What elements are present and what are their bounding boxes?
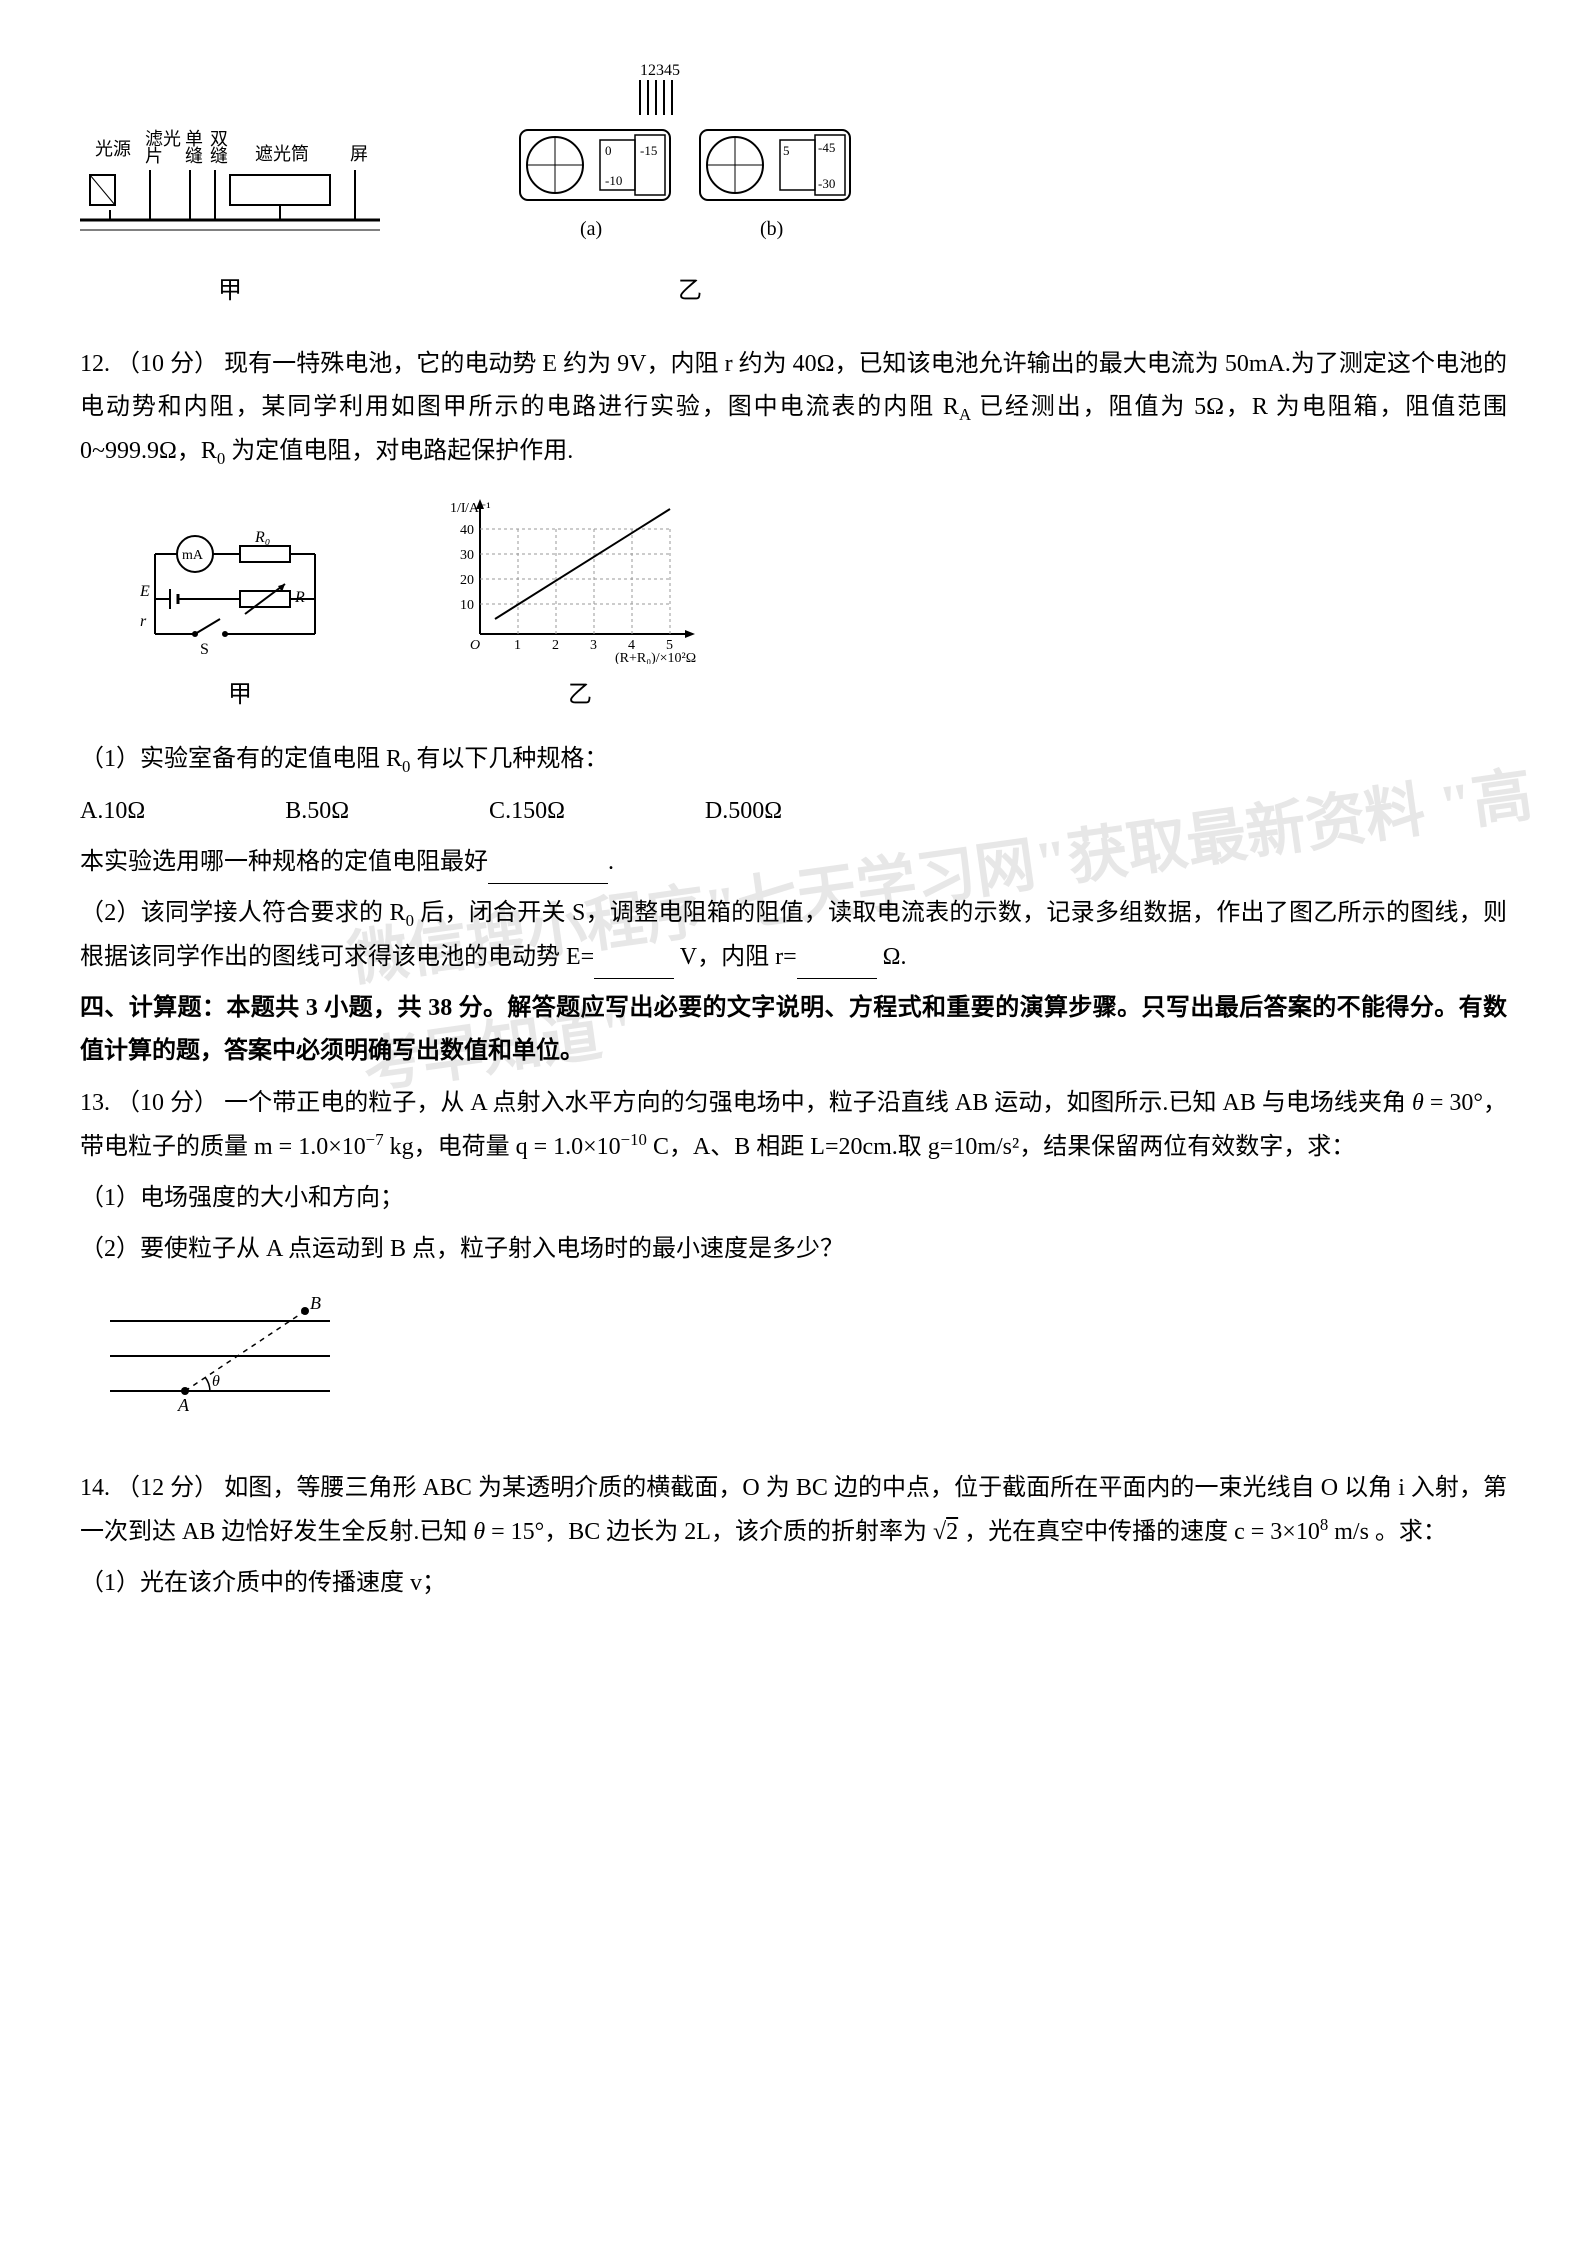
label-screen: 屏 [350, 144, 368, 164]
q12-part2-label: （2）该同学接人符合要求的 R [80, 900, 406, 926]
option-c: C.150Ω [489, 790, 565, 833]
label-b: (b) [760, 218, 783, 240]
svg-text:-10: -10 [605, 173, 622, 188]
svg-text:(R+R₀)/×10²Ω: (R+R₀)/×10²Ω [615, 651, 696, 664]
q13-figure: A B θ [100, 1291, 1507, 1436]
label-single-slit2: 缝 [185, 146, 203, 166]
option-a: A.10Ω [80, 790, 145, 833]
svg-text:R: R [294, 589, 305, 606]
q13-number: 13. [80, 1090, 110, 1116]
blank-emf [594, 950, 674, 979]
svg-text:R₀: R₀ [254, 529, 270, 546]
figure-jia-block: 光源 滤光 片 单 缝 双 缝 遮光筒 屏 甲 [80, 120, 380, 313]
svg-text:5: 5 [783, 143, 790, 158]
option-b: B.50Ω [285, 790, 349, 833]
q12-part1-label: （1）实验室备有的定值电阻 R [80, 746, 402, 772]
voltage-current-graph: 1/I /A⁻¹ 40 30 20 10 O 1 2 3 4 [440, 494, 720, 664]
figure-yi-block: 12345 0 -10 -15 (a) [500, 60, 880, 313]
page-content: 光源 滤光 片 单 缝 双 缝 遮光筒 屏 甲 [80, 60, 1507, 1605]
label-shield-tube: 遮光筒 [255, 144, 309, 164]
q13-part1: （1）电场强度的大小和方向； [80, 1177, 1507, 1220]
svg-text:mA: mA [182, 548, 204, 563]
q13-text4: C，A、B 相距 L=20cm.取 g=10m/s²，结果保留两位有效数字，求： [653, 1134, 1355, 1160]
q12-intro: 12. （10 分） 现有一特殊电池，它的电动势 E 约为 9V，内阻 r 约为… [80, 343, 1507, 474]
svg-text:-15: -15 [640, 143, 657, 158]
svg-text:O: O [470, 638, 480, 653]
q13-exp2: −10 [621, 1130, 647, 1149]
q13-theta: θ [1412, 1090, 1424, 1116]
q13-text1: 一个带正电的粒子，从 A 点射入水平方向的匀强电场中，粒子沿直线 AB 运动，如… [224, 1090, 1406, 1116]
svg-text:r: r [140, 613, 147, 630]
svg-text:3: 3 [590, 638, 597, 653]
q12-options: A.10Ω B.50Ω C.150Ω D.500Ω [80, 790, 1507, 833]
q13-text3: kg，电荷量 q = 1.0×10 [390, 1134, 621, 1160]
figure-jia-label: 甲 [218, 270, 242, 313]
q12-number: 12. [80, 351, 110, 377]
q13-text: 13. （10 分） 一个带正电的粒子，从 A 点射入水平方向的匀强电场中，粒子… [80, 1082, 1507, 1169]
angle-theta-label: θ [212, 1373, 220, 1390]
q14-text3: ，光在真空中传播的速度 c = 3×10 [964, 1519, 1320, 1545]
q12-part2: （2）该同学接人符合要求的 R0 后，闭合开关 S，调整电阻箱的阻值，读取电流表… [80, 892, 1507, 979]
svg-text:1/I: 1/I [450, 501, 466, 516]
q14-text: 14. （12 分） 如图，等腰三角形 ABC 为某透明介质的横截面，O 为 B… [80, 1467, 1507, 1554]
q12-part2-sub: 0 [406, 911, 414, 930]
q12-part1-sub: 0 [402, 756, 410, 775]
q14-points: （12 分） [116, 1475, 218, 1501]
svg-text:0: 0 [605, 143, 612, 158]
svg-text:40: 40 [460, 523, 474, 538]
svg-text:S: S [200, 641, 209, 658]
q13-points: （10 分） [116, 1090, 218, 1116]
option-d: D.500Ω [705, 790, 782, 833]
q12-figures-row: mA R₀ R E r [140, 494, 1507, 717]
q12-graph-block: 1/I /A⁻¹ 40 30 20 10 O 1 2 3 4 [440, 494, 720, 717]
svg-text:1: 1 [514, 638, 521, 653]
q13-part2: （2）要使粒子从 A 点运动到 B 点，粒子射入电场时的最小速度是多少？ [80, 1228, 1507, 1271]
svg-text:2: 2 [552, 638, 559, 653]
point-a-label: A [177, 1395, 190, 1415]
q13-exp1: −7 [366, 1130, 384, 1149]
svg-text:-45: -45 [818, 140, 835, 155]
q12-points: （10 分） [116, 351, 218, 377]
q12-part1-q: 本实验选用哪一种规格的定值电阻最好. [80, 841, 1507, 884]
optics-apparatus-diagram: 光源 滤光 片 单 缝 双 缝 遮光筒 屏 [80, 120, 380, 260]
q12-sub-ra: A [959, 405, 971, 424]
q12-jia-label: 甲 [228, 674, 252, 717]
q14-text4: m/s 。求： [1334, 1519, 1447, 1545]
svg-text:/A⁻¹: /A⁻¹ [465, 501, 491, 516]
q12-intro-text3: 为定值电阻，对电路起保护作用. [231, 438, 573, 464]
q12-part2-unit1: V，内阻 r= [680, 944, 797, 970]
top-figures-row: 光源 滤光 片 单 缝 双 缝 遮光筒 屏 甲 [80, 60, 1507, 313]
point-b-label: B [310, 1293, 321, 1313]
label-light-source: 光源 [95, 139, 131, 159]
q12-part1-text: 有以下几种规格： [416, 746, 608, 772]
q14-theta: θ [473, 1519, 485, 1545]
scale-marks: 12345 [640, 62, 680, 79]
q14-text2: = 15°，BC 边长为 2L，该介质的折射率为 [491, 1519, 927, 1545]
figure-yi-label: 乙 [678, 270, 702, 313]
q14-exp: 8 [1320, 1515, 1328, 1534]
svg-text:-30: -30 [818, 176, 835, 191]
q14-part1: （1）光在该介质中的传播速度 v； [80, 1562, 1507, 1605]
blank-resistor [488, 855, 608, 884]
q12-sub-r0: 0 [217, 449, 225, 468]
circuit-diagram: mA R₀ R E r [140, 524, 340, 664]
svg-text:30: 30 [460, 548, 474, 563]
blank-r [797, 950, 877, 979]
section4-heading: 四、计算题：本题共 3 小题，共 38 分。解答题应写出必要的文字说明、方程式和… [80, 987, 1507, 1073]
label-filter2: 片 [145, 146, 163, 166]
svg-text:10: 10 [460, 598, 474, 613]
q14-sqrt2: √2 [933, 1519, 958, 1545]
label-double-slit2: 缝 [210, 146, 228, 166]
svg-text:E: E [140, 583, 150, 600]
label-a: (a) [580, 218, 602, 240]
q12-circuit-block: mA R₀ R E r [140, 524, 340, 717]
electric-field-diagram: A B θ [100, 1291, 350, 1421]
q14-number: 14. [80, 1475, 110, 1501]
q12-yi-label: 乙 [568, 674, 592, 717]
micrometer-diagram: 12345 0 -10 -15 (a) [500, 60, 880, 260]
q12-part1: （1）实验室备有的定值电阻 R0 有以下几种规格： [80, 738, 1507, 782]
svg-text:20: 20 [460, 573, 474, 588]
q12-part2-unit2: Ω. [883, 944, 907, 970]
q12-part1-q-text: 本实验选用哪一种规格的定值电阻最好 [80, 849, 488, 875]
